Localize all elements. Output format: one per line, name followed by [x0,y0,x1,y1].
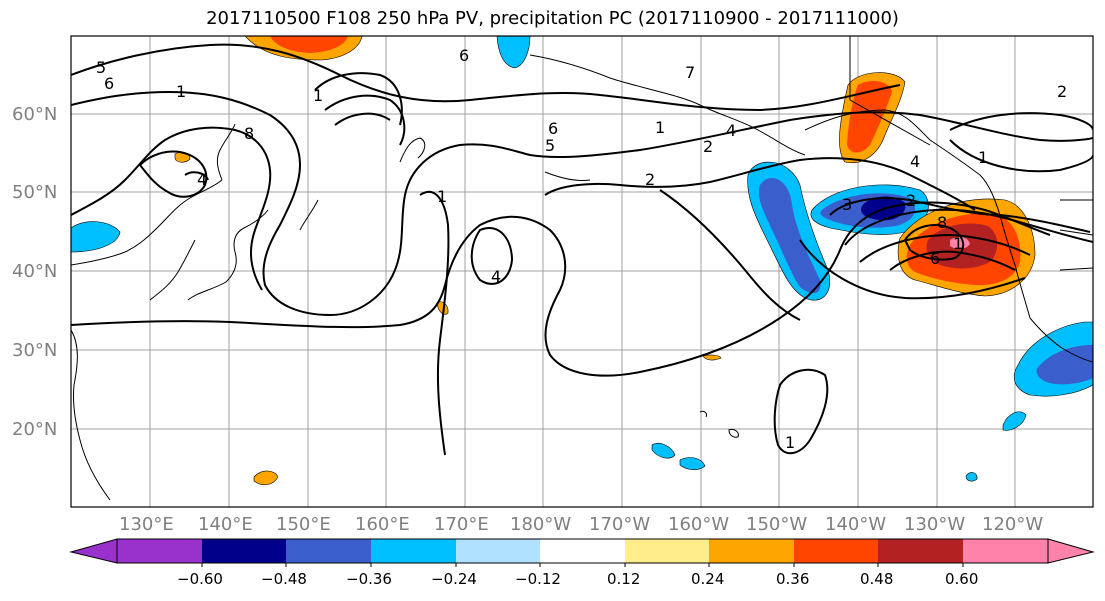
contour-label: 4 [491,267,501,286]
contour-label: 6 [459,46,469,65]
contour-label: 8 [244,124,254,143]
contour-label: 4 [726,121,736,140]
map-title: 2017110500 F108 250 hPa PV, precipitatio… [206,8,899,29]
colorbar-segment [456,539,540,563]
colorbar-segment [878,539,963,563]
contour-label: 5 [96,58,106,77]
colorbar-extend-high [1047,538,1095,564]
lon-label-140w: 140°W [825,514,887,535]
precip-negative-shading [71,36,1093,482]
lat-label-50n: 50°N [12,182,58,203]
contour-label: 2 [906,191,916,210]
contour-label: 1 [785,433,795,452]
lon-label-150w: 150°W [746,514,808,535]
colorbar-tick-label: −0.12 [515,570,561,588]
contour-label: 6 [548,119,558,138]
contour-label: 1 [655,118,665,137]
contour-label: 6 [104,74,114,93]
contour-label: 2 [645,170,655,189]
colorbar-tick-label: −0.60 [177,570,223,588]
contour-label: 4 [197,170,207,189]
contour-label: 1 [953,234,963,253]
lon-label-150e: 150°E [276,514,331,535]
contour-label: 6 [930,249,940,268]
pv-contours [71,43,1093,456]
colorbar-tick-label: −0.24 [431,570,477,588]
colorbar-segment [540,539,625,563]
colorbar-tick-label: 0.48 [860,570,894,588]
contour-label: 1 [313,86,323,105]
lat-label-40n: 40°N [12,261,58,282]
lon-label-170w: 170°W [589,514,651,535]
colorbar-tick-label: 0.60 [945,570,979,588]
map-frame [70,35,1094,508]
colorbar-tick-label: 0.12 [607,570,641,588]
colorbar-tick-label: 0.36 [776,570,810,588]
lon-label-160e: 160°E [355,514,410,535]
contour-label: 1 [437,187,447,206]
lat-label-60n: 60°N [12,104,58,125]
colorbar-segment [709,539,794,563]
contour-label: 1 [176,82,186,101]
contour-label: 2 [1057,82,1067,101]
contour-label: 5 [545,136,555,155]
lon-label-130w: 130°W [904,514,966,535]
contour-label: 4 [910,152,920,171]
colorbar-tick-label: −0.36 [346,570,392,588]
colorbar-segment [286,539,371,563]
lon-label-140e: 140°E [198,514,253,535]
colorbar-segment [625,539,709,563]
colorbar-segment [117,539,202,563]
colorbar-segment [371,539,456,563]
colorbar-tick-label: 0.24 [691,570,725,588]
lat-label-30n: 30°N [12,340,58,361]
contour-label: 7 [685,63,695,82]
contour-label: 3 [842,195,852,214]
colorbar-extend-low [69,538,118,564]
contour-label: 1 [978,148,988,167]
colorbar-tick-label: −0.48 [261,570,307,588]
contour-labels: 5 6 1 8 4 1 1 6 5 4 1 2 4 6 1 2 1 3 2 4 … [96,46,1067,452]
colorbar-segment [963,539,1048,563]
colorbar-segment [794,539,878,563]
colorbar [69,538,1095,567]
map-area: 5 6 1 8 4 1 1 6 5 4 1 2 4 6 1 2 1 3 2 4 … [71,36,1093,507]
contour-label: 2 [703,137,713,156]
lon-label-120w: 120°W [982,514,1044,535]
lon-label-160w: 160°W [668,514,730,535]
lat-label-20n: 20°N [12,419,58,440]
lon-label-180w: 180°W [510,514,572,535]
contour-label: 8 [937,213,947,232]
lon-label-170e: 170°E [434,514,489,535]
lon-label-130e: 130°E [119,514,174,535]
colorbar-segment [202,539,286,563]
